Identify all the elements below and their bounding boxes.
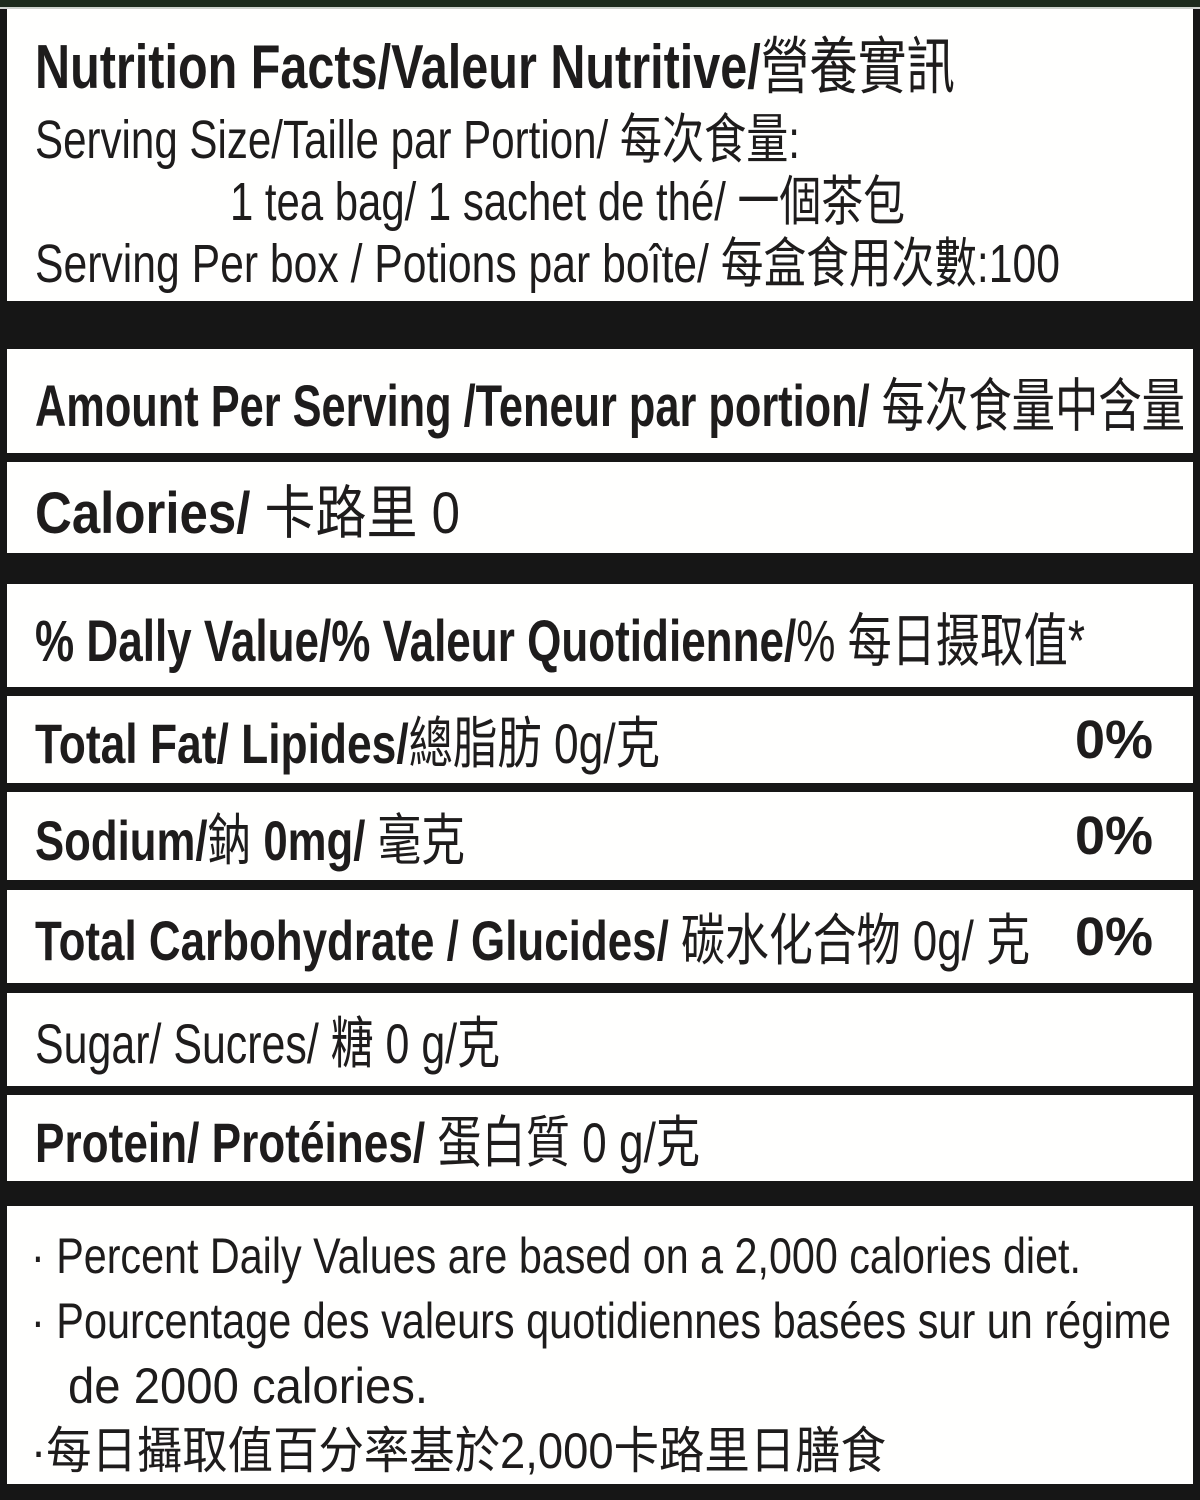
- row-total-fat: Total Fat/ Lipides/總脂肪 0g/克 0%: [7, 696, 1193, 783]
- amount-per-serving-line: Amount Per Serving /Teneur par portion/ …: [35, 374, 1185, 439]
- row-sodium: Sodium/鈉 0mg/ 毫克 0%: [7, 792, 1193, 880]
- protein-label: Protein/ Protéines/ 蛋白質 0 g/克: [35, 1110, 700, 1174]
- separator-band: [0, 1181, 1200, 1206]
- separator-line: [0, 453, 1200, 462]
- separator-line: [0, 783, 1200, 792]
- amount-per-serving-box: Amount Per Serving /Teneur par portion/ …: [7, 349, 1193, 453]
- daily-value-header-line: % Dally Value/% Valeur Quotidienne/% 每日摄…: [35, 608, 1085, 674]
- row-sugar: Sugar/ Sucres/ 糖 0 g/克: [7, 993, 1193, 1086]
- separator-line: [0, 880, 1200, 890]
- top-green-strip: [0, 0, 1200, 9]
- total-carbohydrate-daily-value: 0%: [1074, 906, 1153, 967]
- serving-size-line: Serving Size/Taille par Portion/ 每次食量:: [35, 110, 800, 170]
- nutrition-facts-title: Nutrition Facts/Valeur Nutritive/營養實訊: [35, 27, 1153, 109]
- separator-line: [0, 1086, 1200, 1095]
- total-carbohydrate-label: Total Carbohydrate / Glucides/ 碳水化合物 0g/…: [35, 909, 1030, 972]
- header-box: Nutrition Facts/Valeur Nutritive/營養實訊 Se…: [7, 9, 1193, 301]
- sugar-label: Sugar/ Sucres/ 糖 0 g/克: [35, 1012, 500, 1075]
- calories-line: Calories/ 卡路里 0: [35, 466, 460, 550]
- total-fat-label: Total Fat/ Lipides/總脂肪 0g/克: [35, 712, 660, 775]
- calories-value: 卡路里 0: [250, 480, 460, 546]
- total-fat-daily-value: 0%: [1074, 709, 1153, 770]
- footnote-box: · Percent Daily Values are based on a 2,…: [7, 1206, 1193, 1484]
- footnote-line-fr-1: · Pourcentage des valeurs quotidiennes b…: [31, 1293, 1171, 1349]
- footnote-line-en: · Percent Daily Values are based on a 2,…: [31, 1228, 1081, 1284]
- footnote-line-fr-2: de 2000 calories.: [68, 1358, 428, 1414]
- sodium-daily-value: 0%: [1074, 806, 1153, 866]
- title-latin: Nutrition Facts/Valeur Nutritive/: [35, 33, 761, 102]
- daily-value-header-box: % Dally Value/% Valeur Quotidienne/% 每日摄…: [7, 584, 1193, 687]
- title-cjk: 營養實訊: [760, 33, 955, 102]
- sodium-label: Sodium/鈉 0mg/ 毫克: [35, 808, 465, 872]
- row-total-carbohydrate: Total Carbohydrate / Glucides/ 碳水化合物 0g/…: [7, 890, 1193, 983]
- separator-line: [0, 687, 1200, 696]
- separator-line: [0, 983, 1200, 993]
- serving-size-value-line: 1 tea bag/ 1 sachet de thé/ 一個茶包: [230, 172, 905, 232]
- calories-label: Calories/: [35, 480, 251, 546]
- servings-per-box-line: Serving Per box / Potions par boîte/ 每盒食…: [35, 234, 1060, 294]
- footnote-line-zh: ·每日攝取值百分率基於2,000卡路里日膳食: [31, 1423, 886, 1479]
- separator-band: [0, 553, 1200, 584]
- calories-box: Calories/ 卡路里 0: [7, 462, 1193, 553]
- row-protein: Protein/ Protéines/ 蛋白質 0 g/克: [7, 1095, 1193, 1181]
- separator-band: [0, 301, 1200, 349]
